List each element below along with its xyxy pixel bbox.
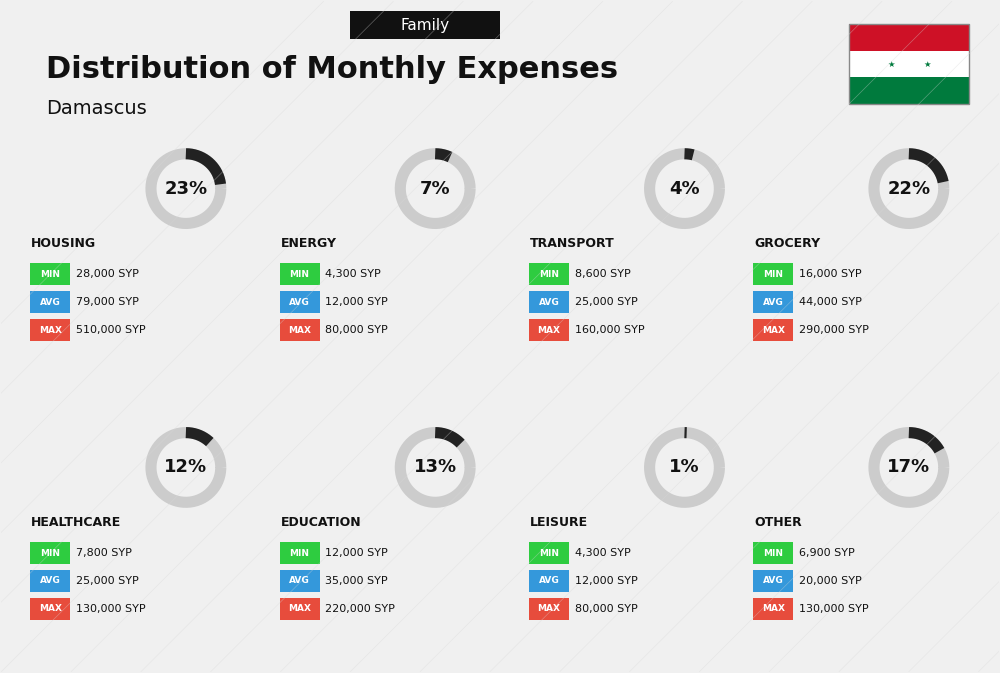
Text: 12,000 SYP: 12,000 SYP bbox=[325, 548, 388, 558]
FancyBboxPatch shape bbox=[753, 598, 793, 620]
FancyBboxPatch shape bbox=[30, 319, 70, 341]
Text: 7%: 7% bbox=[420, 180, 450, 198]
Text: MAX: MAX bbox=[288, 604, 311, 613]
Text: AVG: AVG bbox=[289, 577, 310, 586]
Text: MAX: MAX bbox=[537, 604, 560, 613]
Text: 16,000 SYP: 16,000 SYP bbox=[799, 269, 862, 279]
Text: 80,000 SYP: 80,000 SYP bbox=[325, 325, 388, 335]
Text: MIN: MIN bbox=[290, 270, 310, 279]
Text: 6,900 SYP: 6,900 SYP bbox=[799, 548, 855, 558]
Text: Damascus: Damascus bbox=[46, 100, 147, 118]
FancyBboxPatch shape bbox=[350, 11, 500, 39]
Text: 44,000 SYP: 44,000 SYP bbox=[799, 297, 862, 307]
Text: AVG: AVG bbox=[538, 577, 559, 586]
Text: 80,000 SYP: 80,000 SYP bbox=[575, 604, 638, 614]
Text: MAX: MAX bbox=[39, 604, 62, 613]
FancyBboxPatch shape bbox=[280, 319, 320, 341]
Text: 25,000 SYP: 25,000 SYP bbox=[575, 297, 638, 307]
Text: 4,300 SYP: 4,300 SYP bbox=[575, 548, 631, 558]
Text: 220,000 SYP: 220,000 SYP bbox=[325, 604, 395, 614]
Text: 8,600 SYP: 8,600 SYP bbox=[575, 269, 631, 279]
FancyBboxPatch shape bbox=[280, 291, 320, 313]
FancyBboxPatch shape bbox=[753, 542, 793, 564]
Text: 130,000 SYP: 130,000 SYP bbox=[799, 604, 869, 614]
Text: 4%: 4% bbox=[669, 180, 700, 198]
Text: Distribution of Monthly Expenses: Distribution of Monthly Expenses bbox=[46, 55, 618, 83]
FancyBboxPatch shape bbox=[280, 542, 320, 564]
Text: MIN: MIN bbox=[539, 270, 559, 279]
Text: MAX: MAX bbox=[537, 326, 560, 334]
FancyBboxPatch shape bbox=[753, 570, 793, 592]
Text: MIN: MIN bbox=[763, 270, 783, 279]
Text: HEALTHCARE: HEALTHCARE bbox=[31, 516, 122, 529]
Text: 130,000 SYP: 130,000 SYP bbox=[76, 604, 146, 614]
FancyBboxPatch shape bbox=[849, 24, 969, 51]
Text: MIN: MIN bbox=[763, 548, 783, 558]
FancyBboxPatch shape bbox=[280, 570, 320, 592]
Text: 23%: 23% bbox=[164, 180, 207, 198]
Text: AVG: AVG bbox=[763, 297, 784, 307]
FancyBboxPatch shape bbox=[30, 598, 70, 620]
Text: MAX: MAX bbox=[39, 326, 62, 334]
FancyBboxPatch shape bbox=[753, 263, 793, 285]
Text: 28,000 SYP: 28,000 SYP bbox=[76, 269, 139, 279]
Text: ENERGY: ENERGY bbox=[281, 237, 337, 250]
Text: MAX: MAX bbox=[762, 326, 785, 334]
FancyBboxPatch shape bbox=[849, 77, 969, 104]
Text: 12%: 12% bbox=[164, 458, 207, 476]
Text: HOUSING: HOUSING bbox=[31, 237, 96, 250]
FancyBboxPatch shape bbox=[529, 319, 569, 341]
Text: ★: ★ bbox=[887, 60, 895, 69]
Text: 1%: 1% bbox=[669, 458, 700, 476]
Text: 20,000 SYP: 20,000 SYP bbox=[799, 576, 862, 586]
FancyBboxPatch shape bbox=[529, 542, 569, 564]
Text: MAX: MAX bbox=[288, 326, 311, 334]
Text: EDUCATION: EDUCATION bbox=[281, 516, 361, 529]
Text: TRANSPORT: TRANSPORT bbox=[530, 237, 615, 250]
Text: 12,000 SYP: 12,000 SYP bbox=[325, 297, 388, 307]
Text: 13%: 13% bbox=[414, 458, 457, 476]
Text: MIN: MIN bbox=[290, 548, 310, 558]
FancyBboxPatch shape bbox=[849, 51, 969, 77]
Text: AVG: AVG bbox=[40, 577, 61, 586]
FancyBboxPatch shape bbox=[529, 291, 569, 313]
Text: 12,000 SYP: 12,000 SYP bbox=[575, 576, 638, 586]
Text: 510,000 SYP: 510,000 SYP bbox=[76, 325, 146, 335]
FancyBboxPatch shape bbox=[753, 319, 793, 341]
Text: 25,000 SYP: 25,000 SYP bbox=[76, 576, 139, 586]
Text: AVG: AVG bbox=[40, 297, 61, 307]
FancyBboxPatch shape bbox=[529, 598, 569, 620]
Text: AVG: AVG bbox=[763, 577, 784, 586]
FancyBboxPatch shape bbox=[30, 570, 70, 592]
Text: LEISURE: LEISURE bbox=[530, 516, 588, 529]
Text: AVG: AVG bbox=[289, 297, 310, 307]
FancyBboxPatch shape bbox=[30, 542, 70, 564]
Text: 7,800 SYP: 7,800 SYP bbox=[76, 548, 132, 558]
Text: 22%: 22% bbox=[887, 180, 930, 198]
Text: GROCERY: GROCERY bbox=[754, 237, 820, 250]
FancyBboxPatch shape bbox=[280, 598, 320, 620]
FancyBboxPatch shape bbox=[753, 291, 793, 313]
Text: 79,000 SYP: 79,000 SYP bbox=[76, 297, 139, 307]
Text: ★: ★ bbox=[923, 60, 931, 69]
FancyBboxPatch shape bbox=[30, 291, 70, 313]
Text: MAX: MAX bbox=[762, 604, 785, 613]
Text: MIN: MIN bbox=[40, 548, 60, 558]
Text: Family: Family bbox=[401, 17, 450, 33]
Text: AVG: AVG bbox=[538, 297, 559, 307]
FancyBboxPatch shape bbox=[529, 263, 569, 285]
FancyBboxPatch shape bbox=[30, 263, 70, 285]
Text: OTHER: OTHER bbox=[754, 516, 802, 529]
Text: 17%: 17% bbox=[887, 458, 930, 476]
Text: 35,000 SYP: 35,000 SYP bbox=[325, 576, 388, 586]
Text: 290,000 SYP: 290,000 SYP bbox=[799, 325, 869, 335]
Text: 160,000 SYP: 160,000 SYP bbox=[575, 325, 644, 335]
FancyBboxPatch shape bbox=[280, 263, 320, 285]
Text: 4,300 SYP: 4,300 SYP bbox=[325, 269, 381, 279]
Text: MIN: MIN bbox=[40, 270, 60, 279]
Text: MIN: MIN bbox=[539, 548, 559, 558]
FancyBboxPatch shape bbox=[529, 570, 569, 592]
